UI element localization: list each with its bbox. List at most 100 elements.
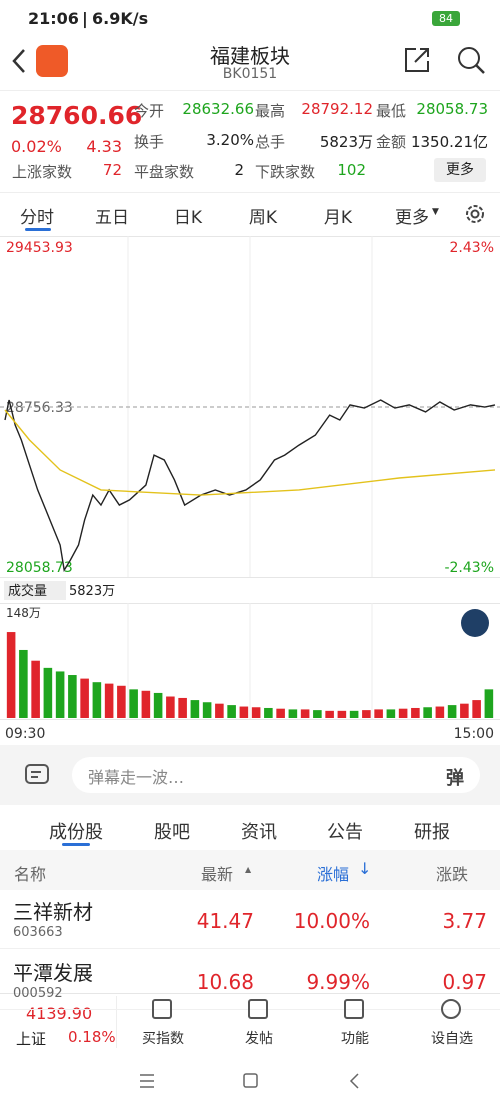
volume-title: 成交量	[8, 583, 47, 599]
net-speed: 6.9K/s	[92, 9, 149, 28]
breadth-label: 上涨家数	[12, 163, 73, 181]
comment-placeholder: 弹幕走一波…	[88, 768, 185, 787]
row-divider	[0, 948, 500, 949]
toolbar-icon[interactable]	[248, 999, 268, 1019]
change-pct: 0.02%	[11, 137, 62, 156]
toolbar-label[interactable]: 设自选	[431, 1031, 473, 1047]
danmaku-icon[interactable]	[24, 762, 52, 788]
section-tab[interactable]: 研报	[414, 822, 450, 843]
y2-tick-label: -2.43%	[444, 560, 494, 576]
comment-input[interactable]	[72, 757, 480, 793]
chart-tab[interactable]: 五日	[95, 208, 129, 228]
column-header[interactable]: 涨跌	[435, 865, 468, 884]
breadth-value: 2	[234, 161, 244, 179]
tab-indicator	[62, 843, 90, 846]
volume-bar	[300, 709, 310, 718]
y-tick-label: 29453.93	[6, 240, 73, 256]
toolbar-label[interactable]: 功能	[341, 1031, 369, 1047]
stat-label: 换手	[134, 133, 165, 151]
volume-bar	[374, 709, 383, 718]
toolbar-icon[interactable]	[152, 999, 172, 1019]
volume-bar	[178, 697, 187, 718]
stat-value: 28792.12	[301, 100, 373, 118]
column-header[interactable]: 最新	[201, 865, 234, 884]
stat-value: 1350.21亿	[410, 133, 488, 151]
board-code: BK0151	[222, 66, 278, 82]
volume-selector[interactable]	[4, 581, 66, 600]
separator	[0, 90, 500, 91]
volume-bar	[398, 708, 408, 718]
y2-tick-label: 2.43%	[450, 240, 494, 256]
x-tick-label: 09:30	[5, 726, 45, 742]
change: 4.33	[86, 137, 122, 156]
index-change: 0.18%	[68, 1028, 116, 1046]
chart-border	[0, 577, 500, 578]
separator	[0, 192, 500, 193]
stat-value: 3.20%	[206, 131, 254, 149]
breadth-value: 72	[102, 161, 122, 179]
volume-bar	[337, 710, 347, 718]
chart-tab[interactable]: 月K	[323, 208, 353, 228]
battery: 84	[432, 11, 460, 26]
column-header[interactable]: 涨幅	[317, 865, 350, 884]
table-header-bg	[0, 850, 500, 890]
stat-value: 5823万	[319, 133, 373, 151]
toolbar-label[interactable]: 发帖	[245, 1031, 273, 1047]
nav-buttons[interactable]	[138, 1072, 368, 1090]
volume-bar	[435, 706, 445, 718]
danmaku-button[interactable]: 弹	[446, 768, 464, 789]
tab-indicator	[25, 228, 51, 231]
expand-button[interactable]	[461, 609, 489, 637]
chart: 成交量 5823万 29453.93 28756.33 28058.73 2.43% -…	[0, 236, 500, 742]
stock-change-pct: 10.00%	[293, 909, 370, 933]
page-title: 福建板块	[210, 44, 290, 68]
chart-tab[interactable]: 周K	[248, 208, 278, 228]
toolbar-label[interactable]: 买指数	[142, 1031, 184, 1047]
volume-bar	[362, 710, 371, 718]
chart-border	[0, 719, 500, 720]
search-icon[interactable]	[456, 45, 486, 75]
volume-bar	[227, 705, 236, 718]
chart-tab[interactable]: 日K	[173, 208, 203, 228]
section-tab[interactable]: 公告	[327, 822, 363, 843]
column-header: 名称	[14, 865, 47, 884]
nav-bar	[0, 1051, 500, 1111]
more-button[interactable]: 更多	[434, 158, 486, 182]
stock-change-pct: 9.99%	[306, 970, 370, 994]
volume-bar	[251, 707, 261, 718]
row-divider	[0, 1009, 500, 1010]
stock-code: 603663	[13, 925, 63, 940]
chart-tab[interactable]: 分时	[20, 208, 54, 228]
toolbar-icon[interactable]	[344, 999, 364, 1019]
volume-bar	[313, 710, 322, 718]
stock-name[interactable]: 平潭发展	[13, 961, 93, 985]
dropdown-caret: ▼	[432, 207, 439, 217]
volume-total: 5823万	[69, 584, 115, 599]
toolbar	[0, 993, 500, 1052]
volume-bar	[55, 671, 65, 718]
volume-bar	[153, 692, 163, 718]
x-tick-label: 15:00	[454, 726, 494, 742]
volume-bar	[423, 707, 432, 718]
section-tab[interactable]: 成份股	[49, 822, 103, 843]
stock-code: 000592	[13, 986, 63, 1001]
back-icon[interactable]	[8, 46, 30, 76]
toolbar-icon[interactable]	[441, 999, 461, 1019]
stock-name[interactable]: 三祥新材	[13, 900, 93, 924]
share-icon[interactable]	[402, 45, 432, 75]
y-tick-label: 28756.33	[6, 400, 73, 416]
settings-icon[interactable]	[463, 202, 487, 226]
stock-change: 3.77	[442, 909, 487, 933]
volume-bar	[92, 682, 102, 718]
volume-bar	[349, 710, 359, 718]
chart-tab[interactable]: 更多	[395, 208, 429, 228]
stat-value: 28632.66	[182, 100, 254, 118]
volume-bar	[117, 685, 126, 718]
y-tick-label: 28058.73	[6, 560, 73, 576]
stat-label: 最低	[376, 102, 407, 120]
volume-bar	[6, 632, 16, 718]
volume-bar	[325, 710, 334, 718]
section-tab[interactable]: 股吧	[154, 822, 190, 843]
section-tab[interactable]: 资讯	[241, 822, 277, 843]
